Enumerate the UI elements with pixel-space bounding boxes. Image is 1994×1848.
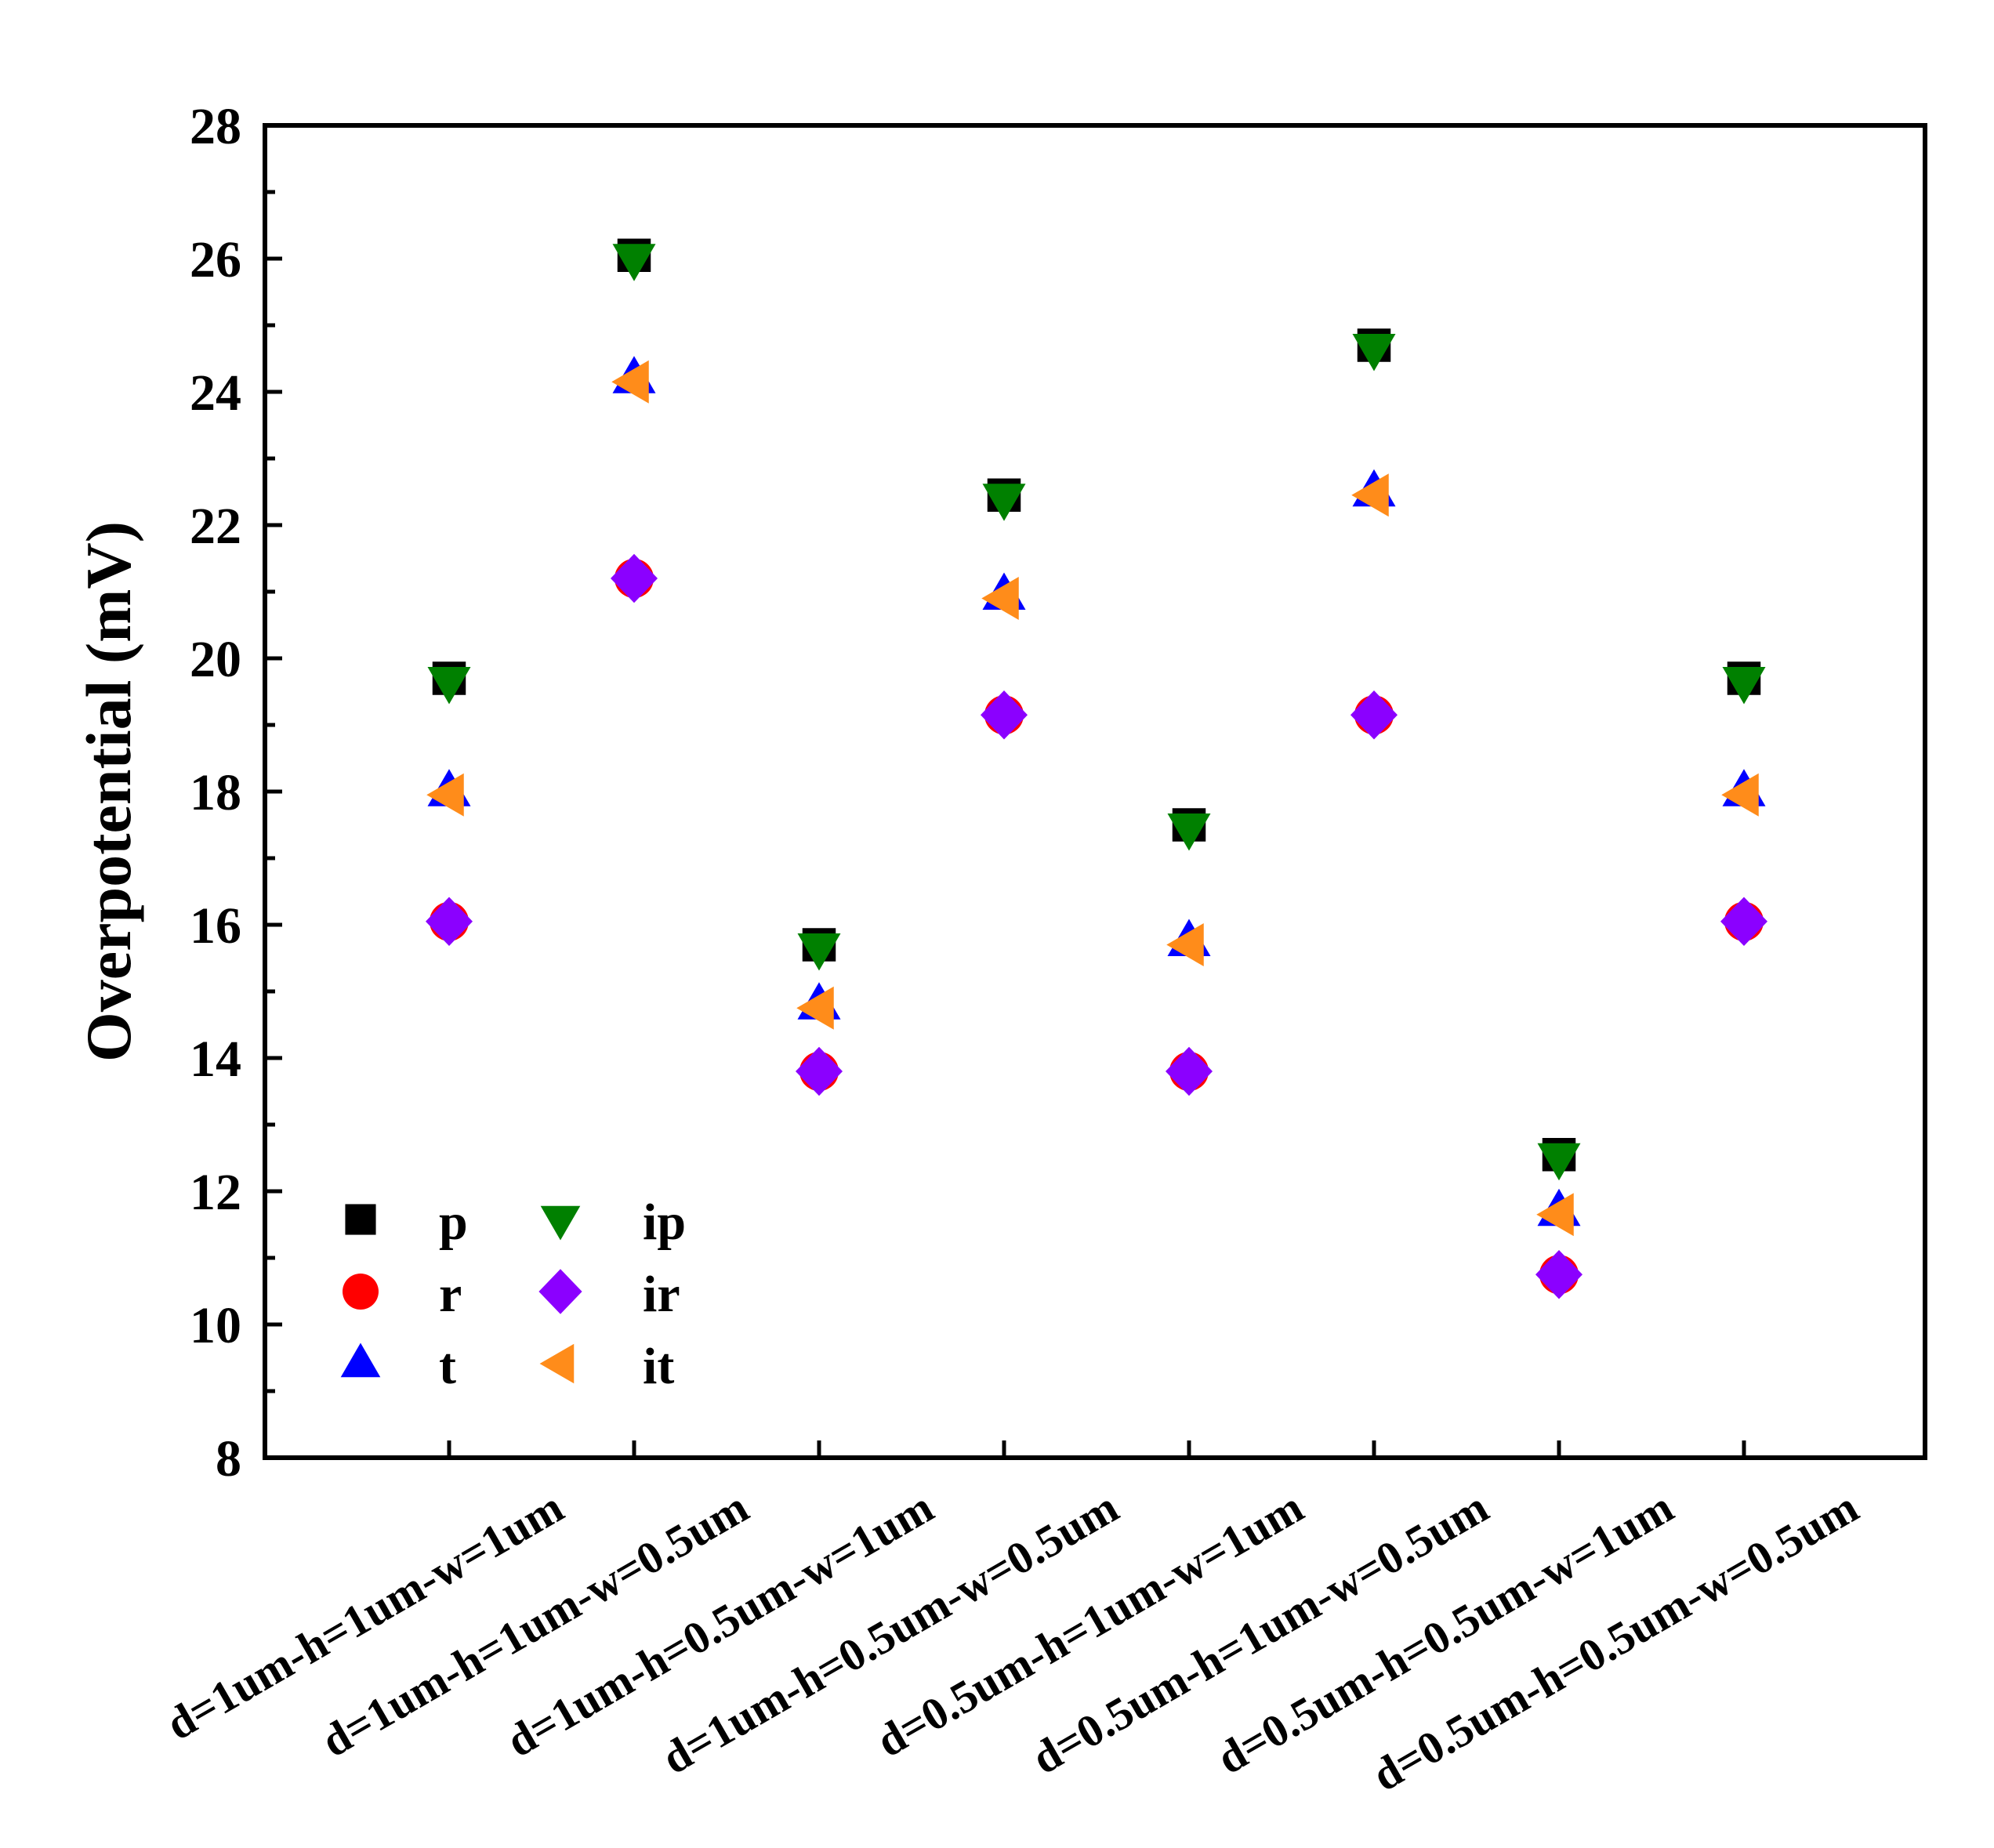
- data-point-ip: [1352, 334, 1396, 371]
- plot-frame: [263, 123, 1927, 1460]
- data-point-ir: [1350, 690, 1398, 740]
- data-point-it: [426, 773, 464, 817]
- legend-marker-ir: [538, 1269, 582, 1314]
- x-axis: d=1um-h=1um-w=1umd=1um-h=1um-w=0.5umd=1u…: [158, 1440, 1867, 1801]
- data-point-it: [611, 360, 649, 404]
- y-tick-label: 12: [190, 1164, 241, 1221]
- data-point-ip: [427, 667, 471, 705]
- y-tick-label: 18: [190, 764, 241, 821]
- data-point-ip: [1722, 667, 1766, 705]
- data-point-it: [1536, 1193, 1574, 1237]
- y-tick-label: 24: [190, 364, 241, 422]
- y-axis-title: Overpotential (mV): [73, 521, 144, 1062]
- legend-marker-t: [340, 1343, 381, 1378]
- data-point-ir: [1166, 1046, 1213, 1096]
- data-point-it: [1721, 773, 1759, 817]
- legend-label-it: it: [643, 1338, 674, 1395]
- y-tick-label: 28: [190, 98, 241, 155]
- legend-marker-it: [539, 1343, 575, 1384]
- y-tick-label: 10: [190, 1297, 241, 1354]
- data-point-ir: [426, 897, 473, 946]
- data-point-ip: [1167, 813, 1211, 851]
- legend-label-t: t: [439, 1338, 456, 1395]
- data-point-ir: [1535, 1250, 1583, 1299]
- y-axis: 8 10 12 14 16 18 20 22 24 26 28: [190, 98, 282, 1487]
- data-point-ip: [797, 933, 841, 971]
- data-point-it: [796, 986, 834, 1030]
- legend-label-ir: ir: [643, 1266, 680, 1323]
- data-points: [426, 238, 1767, 1299]
- y-tick-label: 14: [190, 1031, 241, 1088]
- data-point-it: [1351, 473, 1389, 517]
- y-tick-label: 8: [216, 1430, 241, 1487]
- data-point-ir: [981, 690, 1028, 740]
- data-point-ir: [796, 1046, 843, 1096]
- data-point-ir: [1720, 897, 1767, 946]
- legend-marker-r: [343, 1274, 379, 1310]
- legend: prt ip ir it: [340, 1194, 686, 1395]
- data-point-ip: [982, 484, 1026, 521]
- legend-marker-p: [345, 1204, 376, 1235]
- data-point-it: [1166, 923, 1204, 966]
- legend-marker-ip: [540, 1205, 581, 1241]
- data-point-ir: [611, 553, 658, 603]
- y-tick-label: 22: [190, 498, 241, 555]
- y-tick-label: 16: [190, 897, 241, 955]
- y-tick-label: 20: [190, 631, 241, 688]
- legend-label-r: r: [439, 1266, 462, 1323]
- legend-label-ip: ip: [643, 1194, 686, 1251]
- data-point-ip: [612, 244, 656, 281]
- data-point-ip: [1537, 1143, 1581, 1181]
- data-point-it: [981, 577, 1019, 620]
- y-tick-label: 26: [190, 231, 241, 288]
- legend-label-p: p: [439, 1194, 468, 1251]
